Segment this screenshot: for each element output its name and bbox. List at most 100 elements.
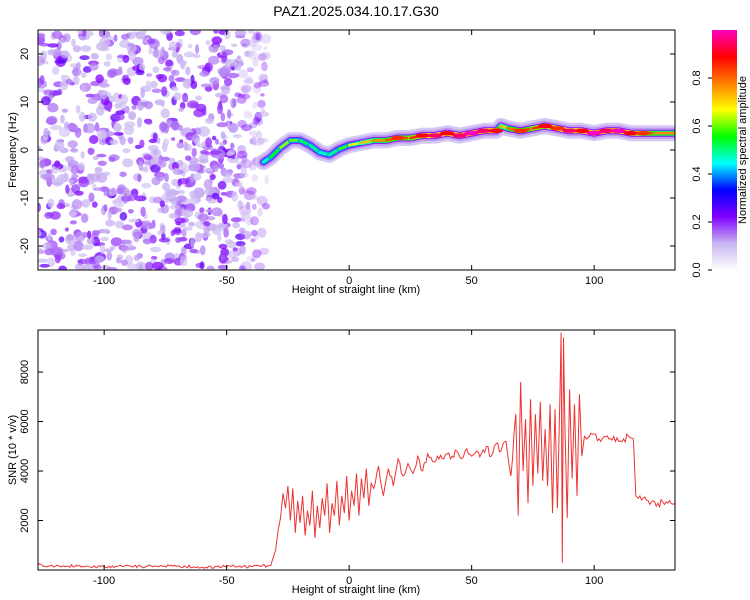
noise-blob (240, 84, 252, 93)
colorbar: 0.0 0.2 0.4 0.6 0.8 Normalized spectral ampl… (691, 30, 749, 278)
noise-blob (206, 265, 215, 270)
noise-blob (173, 92, 182, 101)
noise-blob (119, 211, 128, 221)
noise-blob (183, 141, 189, 151)
noise-blob (39, 159, 46, 169)
noise-blob (237, 69, 248, 79)
noise-blob (188, 221, 196, 227)
noise-blob (176, 141, 184, 149)
noise-blob (220, 112, 226, 122)
noise-blob (191, 147, 197, 158)
noise-blob (171, 69, 180, 77)
colorbar-bar (712, 30, 737, 270)
noise-blob (66, 233, 74, 241)
y-tick-label: 4000 (19, 459, 31, 483)
noise-blob (199, 71, 210, 77)
noise-blob (182, 96, 189, 103)
ridge-peak (513, 128, 528, 133)
noise-blob (105, 53, 112, 61)
noise-blob (205, 197, 212, 202)
noise-blob (225, 59, 237, 67)
noise-blob (188, 197, 199, 205)
noise-blob (190, 173, 195, 183)
noise-blob (240, 217, 246, 223)
noise-blob (243, 190, 255, 201)
noise-blob (230, 43, 238, 48)
noise-blob (236, 164, 242, 170)
noise-blob (67, 140, 78, 148)
noise-blob (264, 174, 269, 186)
noise-blob (38, 156, 45, 161)
noise-blob (251, 174, 259, 182)
noise-blob (198, 153, 209, 163)
noise-blob (117, 184, 126, 193)
noise-blob (94, 166, 103, 173)
noise-blob (143, 154, 152, 161)
noise-blob (113, 132, 124, 136)
noise-blob (138, 160, 144, 171)
noise-blob (97, 160, 107, 166)
noise-blob (194, 137, 200, 146)
noise-blob (47, 43, 59, 48)
noise-blob (242, 209, 251, 220)
spectrogram-noise-blobs (38, 30, 272, 270)
noise-blob (190, 80, 198, 89)
noise-blob (107, 210, 112, 221)
noise-blob (175, 237, 182, 243)
noise-blob (146, 73, 153, 77)
noise-blob (109, 139, 119, 146)
x-tick-label: 100 (585, 275, 603, 287)
snr-background (38, 330, 675, 570)
noise-blob (260, 34, 272, 44)
noise-blob (99, 37, 111, 48)
noise-blob (216, 122, 228, 128)
colorbar-label: Normalized spectral amplitude (737, 76, 749, 224)
noise-blob (149, 80, 158, 89)
noise-blob (203, 167, 214, 173)
noise-blob (135, 69, 145, 76)
ridge-peak (574, 128, 589, 133)
noise-blob (174, 217, 186, 224)
noise-blob (247, 50, 258, 60)
noise-blob (190, 237, 195, 248)
noise-blob (60, 74, 66, 81)
noise-blob (174, 30, 185, 37)
noise-blob (217, 232, 222, 242)
noise-blob (103, 61, 111, 67)
noise-blob (249, 193, 257, 199)
noise-blob (56, 203, 66, 210)
noise-blob (181, 209, 194, 218)
noise-blob (75, 104, 81, 114)
noise-blob (260, 93, 265, 97)
noise-blob (162, 67, 172, 72)
noise-blob (242, 230, 252, 240)
noise-blob (127, 51, 136, 61)
snr-x-ticks: -100 -50 0 50 100 (93, 330, 603, 587)
noise-blob (230, 98, 236, 109)
noise-blob (250, 238, 256, 243)
noise-blob (105, 219, 115, 227)
noise-blob (232, 134, 242, 139)
noise-blob (221, 84, 231, 95)
noise-blob (132, 56, 144, 66)
noise-blob (159, 200, 165, 208)
noise-blob (86, 173, 94, 182)
noise-blob (240, 213, 246, 220)
noise-blob (71, 174, 79, 179)
noise-blob (47, 233, 52, 241)
noise-blob (47, 102, 59, 113)
noise-blob (152, 132, 158, 140)
noise-blob (87, 263, 95, 270)
noise-blob (81, 244, 94, 251)
y-tick-label: 0 (19, 147, 31, 153)
noise-blob (128, 111, 137, 121)
noise-blob (243, 78, 254, 85)
noise-blob (122, 158, 134, 168)
noise-blob (47, 198, 55, 208)
x-tick-label: 0 (346, 575, 352, 587)
noise-blob (258, 73, 268, 84)
noise-blob (240, 124, 253, 132)
noise-blob (193, 108, 205, 118)
noise-blob (89, 62, 99, 71)
noise-blob (240, 159, 253, 169)
